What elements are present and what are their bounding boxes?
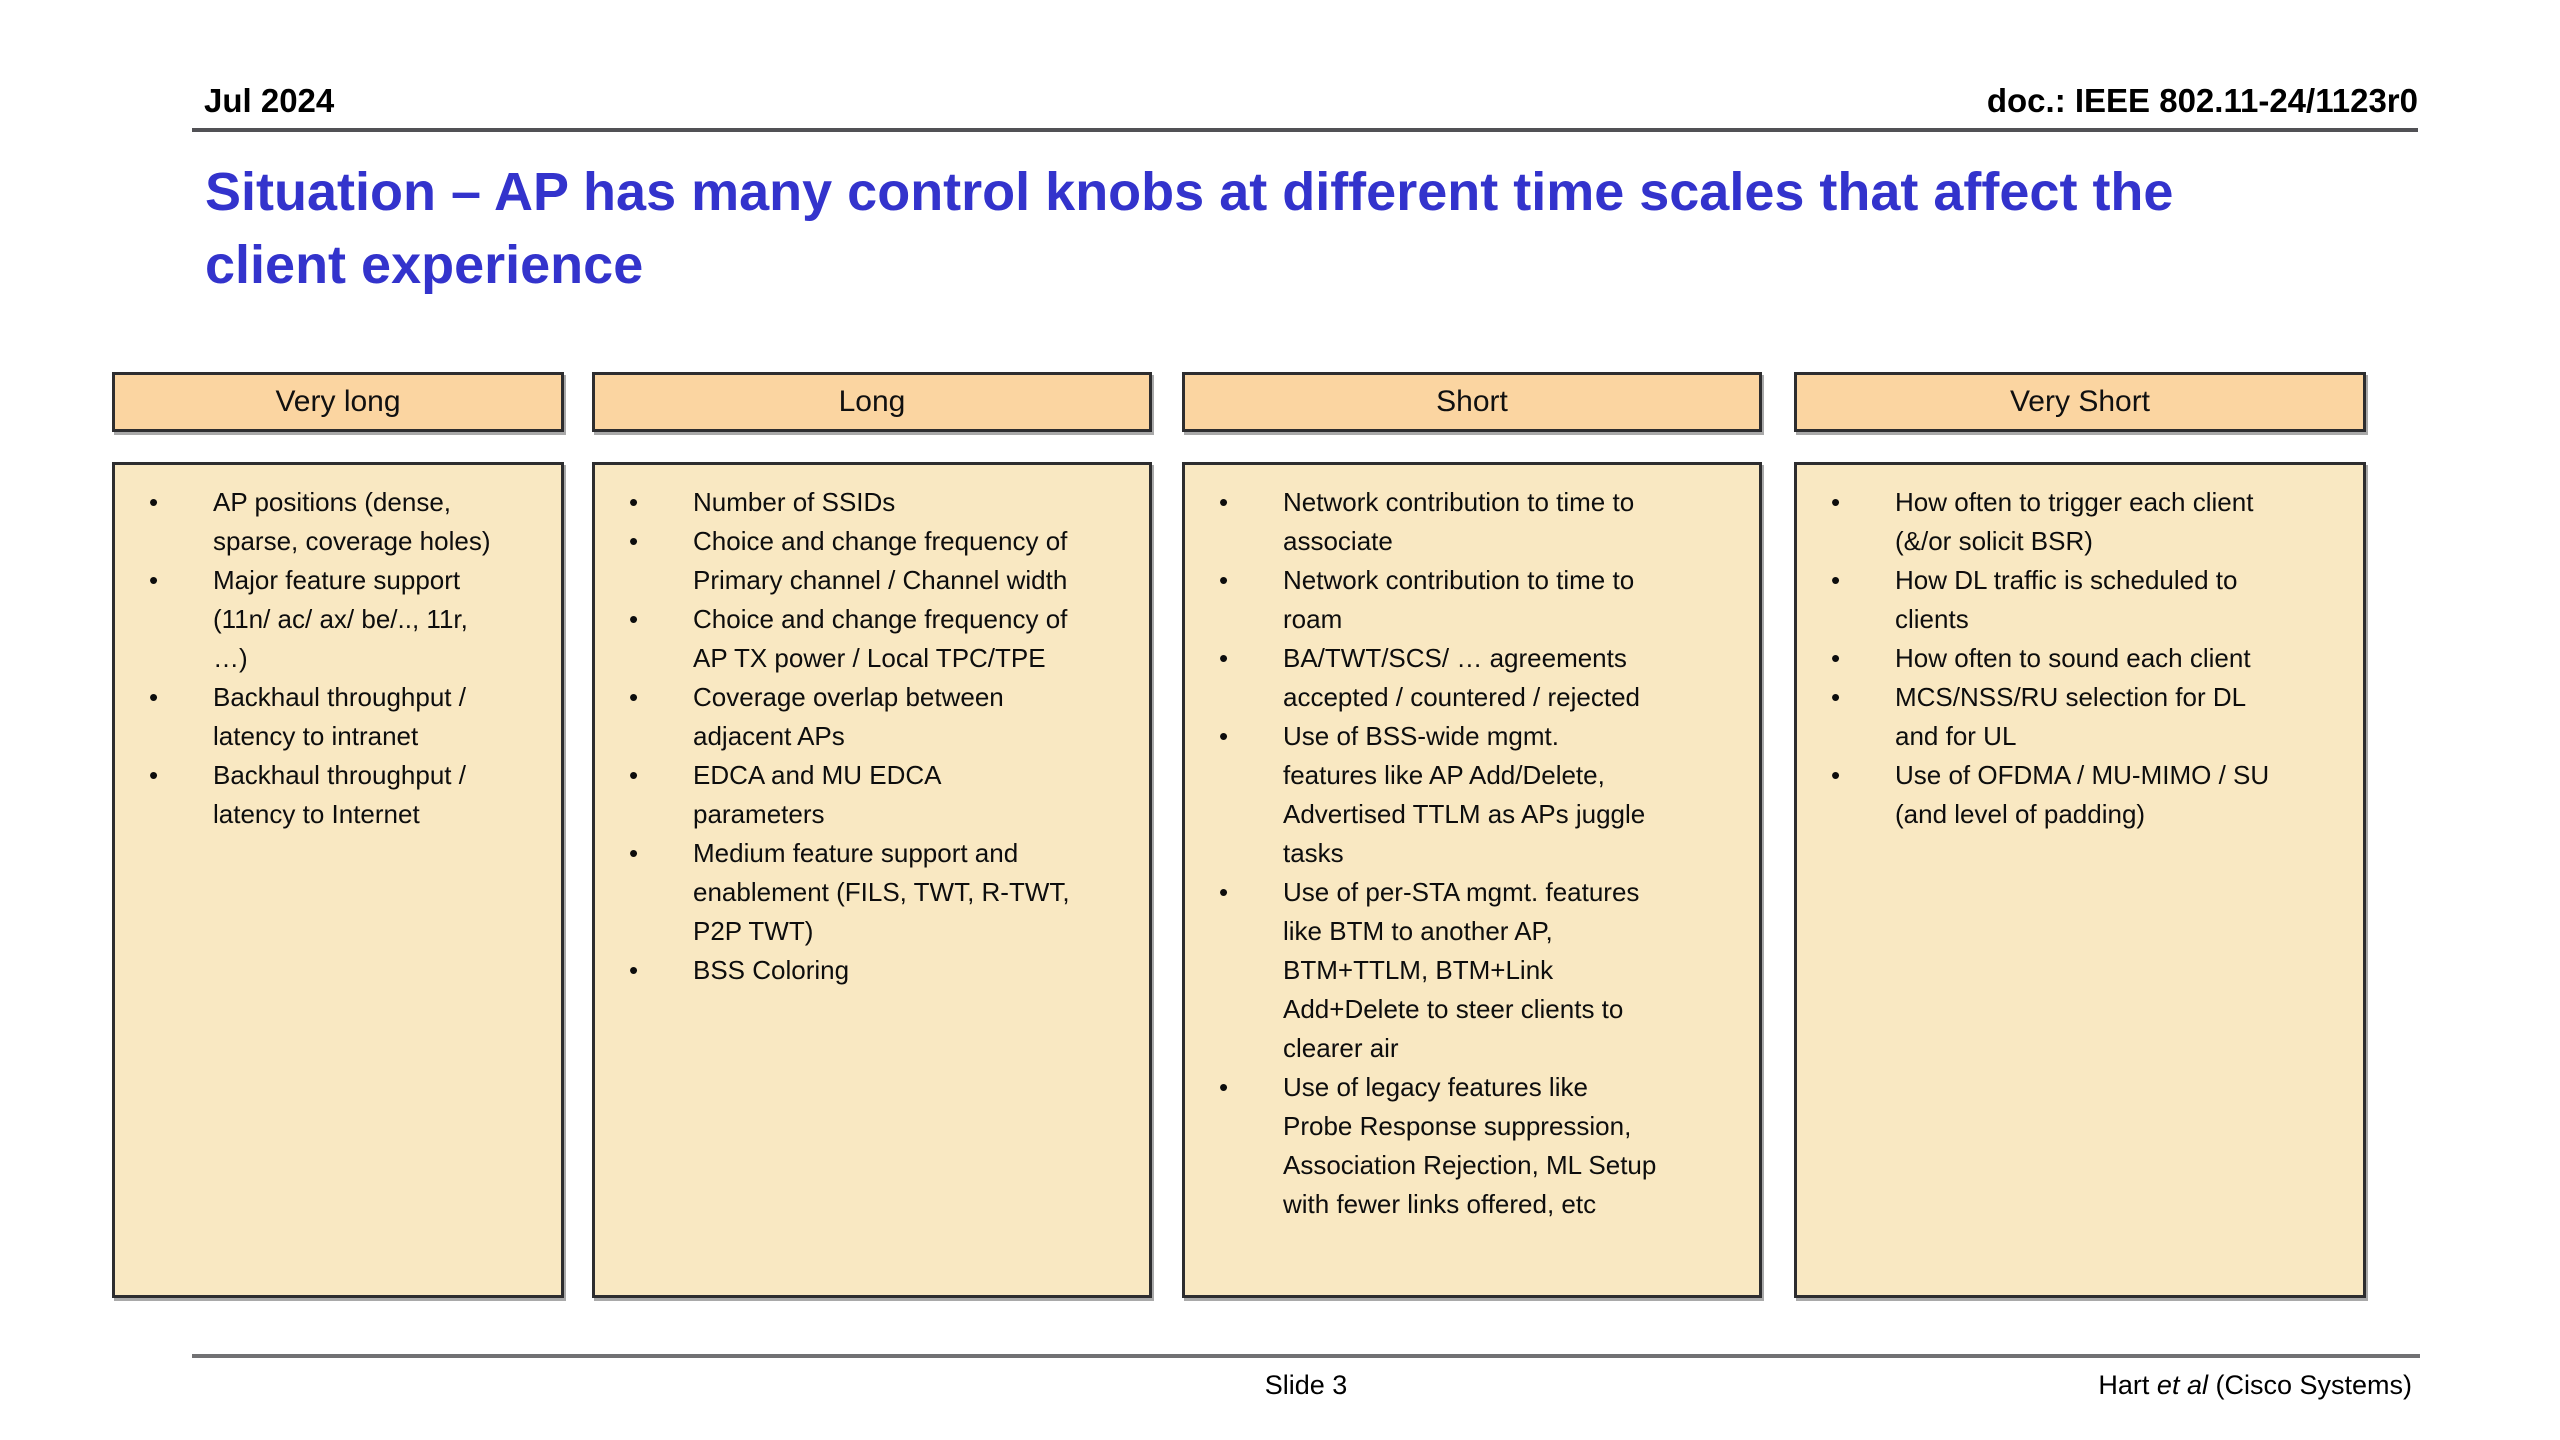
bullet-item: How often to sound each client	[1797, 639, 2363, 678]
bullet-item: Medium feature support and enablement (F…	[595, 834, 1149, 951]
bullet-item: Use of legacy features like Probe Respon…	[1185, 1068, 1759, 1224]
column-long: Long Number of SSIDs Choice and change f…	[592, 372, 1152, 1298]
column-short: Short Network contribution to time to as…	[1182, 372, 1762, 1298]
bullet-list: Number of SSIDs Choice and change freque…	[595, 483, 1149, 990]
column-header: Short	[1182, 372, 1762, 432]
bullet-item: How often to trigger each client (&/or s…	[1797, 483, 2363, 561]
column-very-short: Very Short How often to trigger each cli…	[1794, 372, 2366, 1298]
bullet-item: EDCA and MU EDCA parameters	[595, 756, 1149, 834]
header-date: Jul 2024	[204, 82, 335, 119]
attribution-author: Hart	[2098, 1370, 2157, 1400]
bullet-item: MCS/NSS/RU selection for DL and for UL	[1797, 678, 2363, 756]
column-body: How often to trigger each client (&/or s…	[1794, 462, 2366, 1298]
column-body: Network contribution to time to associat…	[1182, 462, 1762, 1298]
bullet-item: Choice and change frequency of Primary c…	[595, 522, 1149, 600]
page-footer: Slide 3 Hart et al (Cisco Systems)	[192, 1354, 2420, 1418]
attribution-et-al: et al	[2156, 1370, 2208, 1400]
bullet-item: Backhaul throughput / latency to Interne…	[115, 756, 561, 834]
bullet-list: AP positions (dense, sparse, coverage ho…	[115, 483, 561, 834]
column-header: Very Short	[1794, 372, 2366, 432]
column-header: Long	[592, 372, 1152, 432]
attribution: Hart et al (Cisco Systems)	[2098, 1370, 2412, 1401]
bullet-item: Coverage overlap between adjacent APs	[595, 678, 1149, 756]
slide-title: Situation – AP has many control knobs at…	[205, 162, 2174, 295]
bullet-item: Network contribution to time to roam	[1185, 561, 1759, 639]
attribution-affiliation: (Cisco Systems)	[2207, 1370, 2412, 1400]
column-body: AP positions (dense, sparse, coverage ho…	[112, 462, 564, 1298]
column-body: Number of SSIDs Choice and change freque…	[592, 462, 1152, 1298]
bullet-list: How often to trigger each client (&/or s…	[1797, 483, 2363, 834]
bullet-item: BSS Coloring	[595, 951, 1149, 990]
bullet-item: BA/TWT/SCS/ … agreements accepted / coun…	[1185, 639, 1759, 717]
header-doc-number: doc.: IEEE 802.11-24/1123r0	[1986, 82, 2418, 119]
page-header: Jul 2024 doc.: IEEE 802.11-24/1123r0	[192, 82, 2418, 132]
bullet-item: AP positions (dense, sparse, coverage ho…	[115, 483, 561, 561]
column-header: Very long	[112, 372, 564, 432]
bullet-item: Use of OFDMA / MU-MIMO / SU (and level o…	[1797, 756, 2363, 834]
bullet-item: Choice and change frequency of AP TX pow…	[595, 600, 1149, 678]
bullet-list: Network contribution to time to associat…	[1185, 483, 1759, 1224]
bullet-item: Number of SSIDs	[595, 483, 1149, 522]
column-very-long: Very long AP positions (dense, sparse, c…	[112, 372, 564, 1298]
slide-number: Slide 3	[1264, 1370, 1348, 1400]
bullet-item: How DL traffic is scheduled to clients	[1797, 561, 2363, 639]
bullet-item: Network contribution to time to associat…	[1185, 483, 1759, 561]
bullet-item: Use of per-STA mgmt. features like BTM t…	[1185, 873, 1759, 1068]
bullet-item: Use of BSS-wide mgmt. features like AP A…	[1185, 717, 1759, 873]
bullet-item: Major feature support (11n/ ac/ ax/ be/.…	[115, 561, 561, 678]
bullet-item: Backhaul throughput / latency to intrane…	[115, 678, 561, 756]
